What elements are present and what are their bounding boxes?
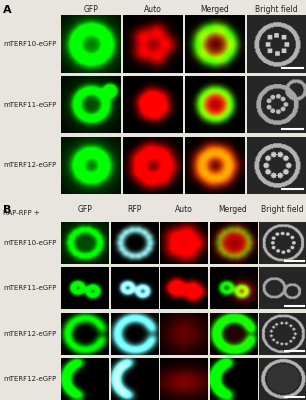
Text: mTERF12-eGFP: mTERF12-eGFP (3, 331, 56, 337)
Text: RFP: RFP (127, 204, 141, 214)
Text: RAP-RFP +: RAP-RFP + (3, 210, 40, 216)
Text: mTERF10-eGFP: mTERF10-eGFP (3, 240, 56, 246)
Text: Bright field: Bright field (261, 204, 304, 214)
Text: mTERF10-eGFP: mTERF10-eGFP (3, 41, 56, 47)
Text: mTERF11-eGFP: mTERF11-eGFP (3, 285, 56, 291)
Text: GFP: GFP (77, 204, 92, 214)
Text: GFP: GFP (84, 5, 98, 14)
Text: Merged: Merged (200, 5, 229, 14)
Text: Auto: Auto (175, 204, 192, 214)
Text: Merged: Merged (219, 204, 248, 214)
Text: mTERF11-eGFP: mTERF11-eGFP (3, 102, 56, 108)
Text: A: A (3, 5, 12, 15)
Text: mTERF12-eGFP: mTERF12-eGFP (3, 376, 56, 382)
Text: mTERF12-eGFP: mTERF12-eGFP (3, 162, 56, 168)
Text: Bright field: Bright field (255, 5, 298, 14)
Text: B: B (3, 205, 11, 215)
Text: Auto: Auto (144, 5, 162, 14)
